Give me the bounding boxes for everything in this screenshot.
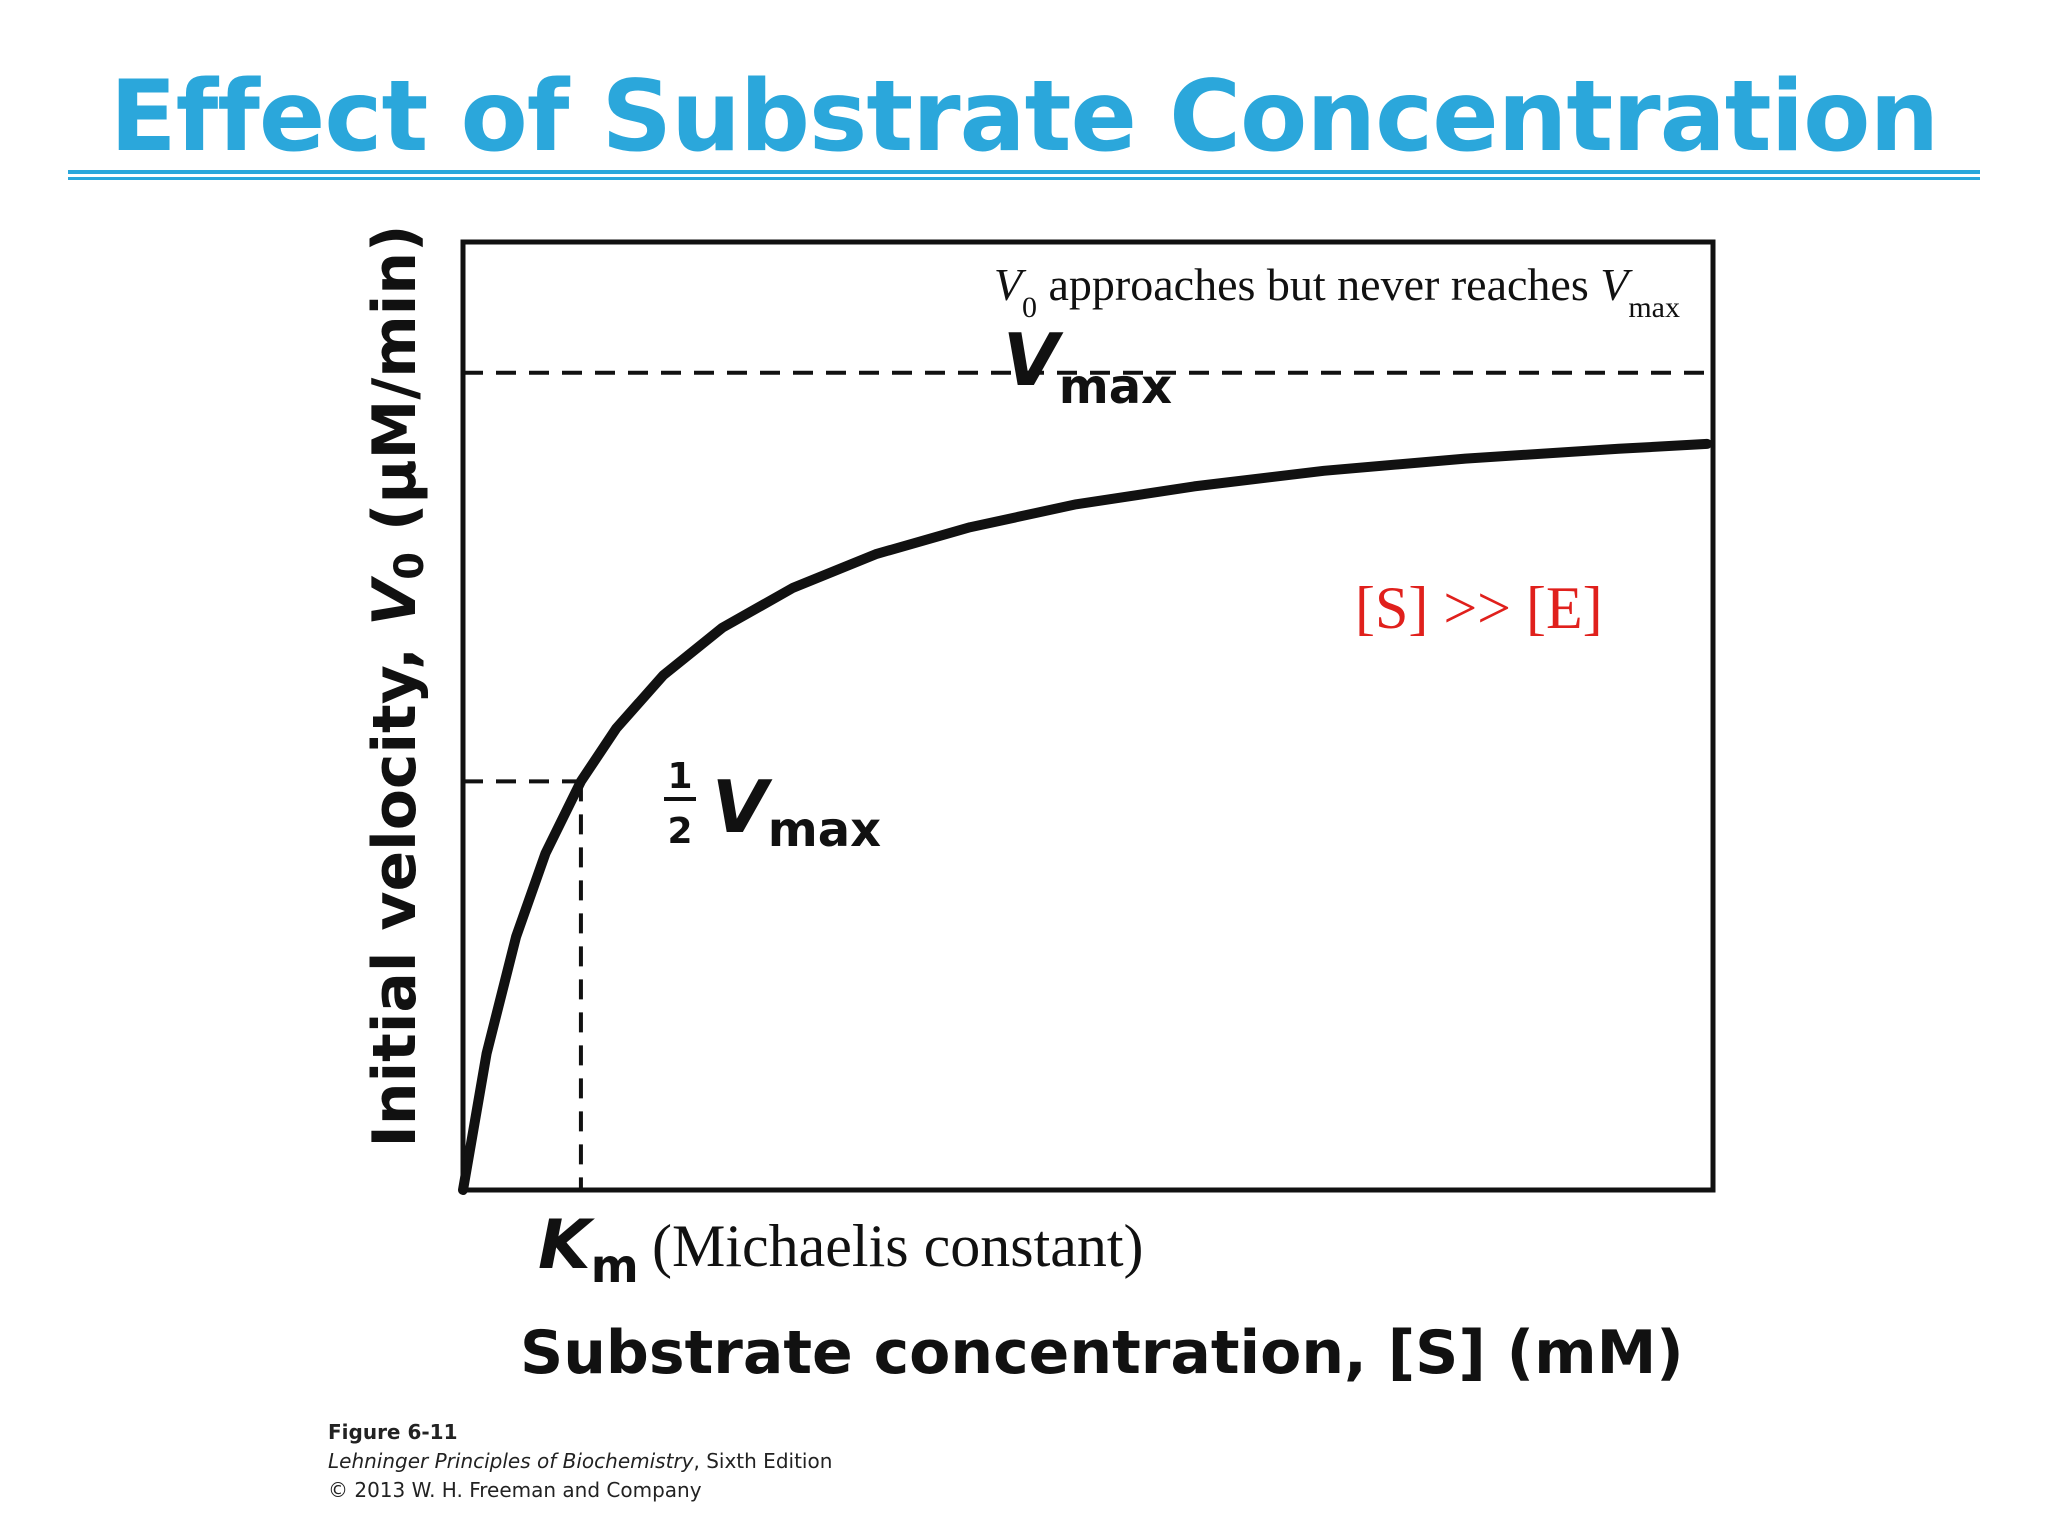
vmax-asymptote-note: V0 approaches but never reaches Vmax: [994, 259, 1680, 324]
figure-number: Figure 6-11: [328, 1420, 458, 1444]
copyright: © 2013 W. H. Freeman and Company: [328, 1478, 702, 1502]
half-vmax-label: Vmax: [712, 765, 881, 858]
velocity-curve: [458, 438, 1713, 1195]
half-vmax-symbol: V: [712, 765, 773, 849]
x-axis-label: Substrate concentration, [S] (mM): [520, 1318, 1684, 1388]
note-text: approaches but never reaches: [1037, 259, 1600, 310]
note-vmax-symbol: V: [1600, 259, 1633, 310]
slide-title: Effect of Substrate Concentration: [109, 60, 1940, 174]
michaelis-constant-label: (Michaelis constant): [652, 1213, 1144, 1279]
km-symbol: K: [538, 1206, 595, 1285]
note-v-symbol: V: [994, 259, 1027, 310]
book-title: Lehninger Principles of Biochemistry: [328, 1449, 694, 1473]
note-vmax-subscript: max: [1628, 291, 1680, 324]
plot-frame: [460, 239, 1716, 1193]
half-denominator: 2: [667, 811, 692, 852]
note-v-subscript: 0: [1022, 291, 1037, 324]
figure-caption: Figure 6-11 Lehninger Principles of Bioc…: [328, 1418, 832, 1505]
vmax-label: Vmax: [1003, 318, 1172, 415]
condition-label: [S] >> [E]: [1355, 575, 1603, 641]
vmax-label-symbol: V: [1003, 318, 1064, 402]
book-edition: , Sixth Edition: [693, 1449, 833, 1473]
half-numerator: 1: [667, 756, 692, 797]
km-label: Km: [538, 1206, 639, 1293]
title-underline-2: [68, 177, 1980, 180]
vmax-label-subscript: max: [1059, 359, 1172, 415]
book-credit: Lehninger Principles of Biochemistry, Si…: [328, 1447, 832, 1476]
km-subscript: m: [591, 1239, 639, 1293]
title-underline: [68, 170, 1980, 174]
half-vmax-subscript: max: [768, 802, 881, 858]
